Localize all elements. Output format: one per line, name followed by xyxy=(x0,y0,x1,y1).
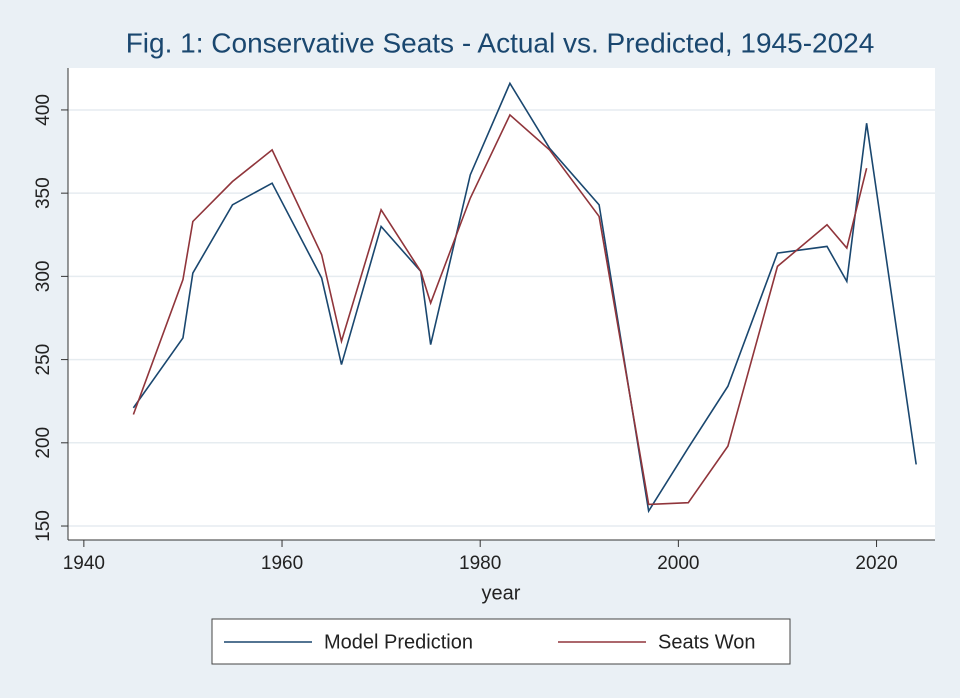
x-tick-label: 2020 xyxy=(855,553,897,574)
y-tick-label: 150 xyxy=(33,510,54,542)
x-tick-label: 2000 xyxy=(657,553,699,574)
legend-label: Seats Won xyxy=(658,631,755,653)
y-tick-label: 300 xyxy=(33,261,54,293)
series-line xyxy=(132,81,917,514)
legend-label: Model Prediction xyxy=(324,631,473,653)
y-tick-label: 400 xyxy=(33,94,54,126)
x-axis-label: year xyxy=(482,582,521,604)
x-tick-label: 1980 xyxy=(459,553,501,574)
series-line xyxy=(132,113,868,506)
y-tick-label: 200 xyxy=(33,427,54,459)
x-tick-label: 1940 xyxy=(63,553,105,574)
y-tick-label: 250 xyxy=(33,344,54,376)
plot-area xyxy=(68,68,935,540)
x-tick-label: 1960 xyxy=(261,553,303,574)
y-tick-label: 350 xyxy=(33,177,54,209)
chart-title: Fig. 1: Conservative Seats - Actual vs. … xyxy=(126,27,875,58)
